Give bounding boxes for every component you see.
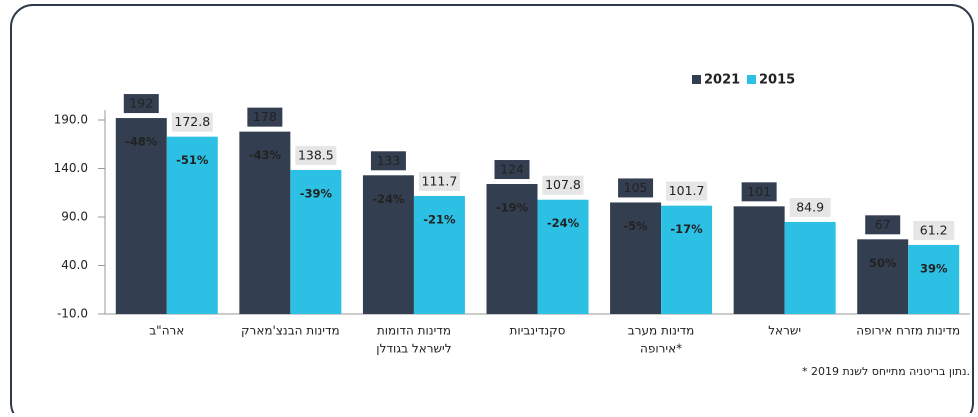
value-label: 61.2 [920, 222, 948, 237]
value-label: 84.9 [796, 199, 824, 214]
value-label-box [741, 182, 777, 202]
value-label-box [171, 112, 213, 132]
value-label: 67 [875, 217, 891, 232]
value-label-box [618, 178, 654, 198]
x-tick-label: ארה"ב [149, 324, 184, 338]
value-label-box [913, 220, 955, 240]
x-tick-label: מדינות מערב [628, 324, 695, 338]
value-label: 107.8 [545, 177, 581, 192]
value-label-box [789, 197, 831, 217]
value-label: 172.8 [174, 114, 210, 129]
value-label: 101 [747, 184, 771, 199]
change-label: -17% [670, 222, 703, 236]
change-label: -24% [547, 216, 580, 230]
bar [610, 202, 662, 314]
value-label: 101.7 [669, 183, 705, 198]
value-label: 138.5 [298, 147, 334, 162]
value-label: 105 [624, 180, 648, 195]
value-label-box [247, 107, 283, 127]
x-tick-label: לישראל בגודלן [376, 342, 451, 356]
value-label-box [370, 151, 406, 171]
change-label: -39% [300, 186, 333, 200]
change-label: 50% [869, 256, 897, 270]
change-label: 39% [920, 261, 948, 275]
legend-label: 2021 [704, 73, 740, 88]
value-label-box [418, 171, 460, 191]
y-tick-label: 40.0 [61, 258, 88, 272]
legend-label: 2015 [759, 73, 795, 88]
legend-swatch [692, 75, 701, 84]
value-label-box [542, 175, 584, 195]
value-label-box [123, 94, 159, 114]
y-tick-label: -10.0 [57, 307, 88, 321]
value-label-box [295, 145, 337, 165]
bar [784, 221, 836, 314]
x-tick-label: אירופה* [640, 342, 682, 356]
value-label-box [666, 181, 708, 201]
y-tick-label: 140.0 [54, 161, 88, 175]
change-label: -5% [623, 219, 648, 233]
value-label-box [494, 160, 530, 180]
change-label: -48% [125, 135, 158, 149]
bar [733, 206, 785, 314]
change-label: -43% [249, 148, 282, 162]
value-label-box [865, 215, 901, 235]
bar [362, 175, 414, 314]
x-tick-label: סקנדינביות [510, 324, 566, 338]
frame [10, 4, 974, 417]
value-label: 124 [500, 162, 524, 177]
change-label: -24% [372, 192, 405, 206]
bar [486, 184, 538, 314]
bar [413, 195, 465, 314]
bar [661, 205, 713, 314]
value-label: 192 [129, 96, 153, 111]
y-tick-label: 90.0 [61, 210, 88, 224]
x-tick-label: ישראל [768, 324, 801, 338]
footnote: * נתון בריטניה מתייחס לשנת 2019. [802, 365, 970, 378]
bar [166, 136, 218, 314]
value-label: 133 [376, 153, 400, 168]
y-tick-label: 190.0 [54, 113, 88, 127]
x-tick-label: מדינות מזרח אירופה [856, 324, 960, 338]
value-label: 178 [253, 109, 277, 124]
bar [290, 169, 342, 314]
bar [857, 239, 909, 314]
x-tick-label: מדינות הדומות [377, 324, 451, 338]
bar [239, 131, 291, 314]
change-label: -19% [496, 201, 529, 215]
bar [908, 244, 960, 314]
value-label: 111.7 [422, 173, 458, 188]
legend-swatch [747, 75, 756, 84]
change-label: -51% [176, 153, 209, 167]
change-label: -21% [423, 212, 456, 226]
bar [115, 118, 167, 314]
bar [537, 199, 589, 314]
x-tick-label: מדינות הבנצ'מארק [241, 324, 340, 338]
